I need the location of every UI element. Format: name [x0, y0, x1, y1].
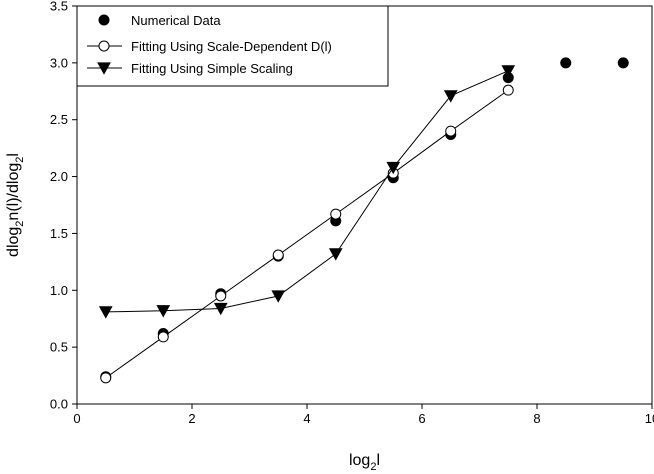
data-point: [156, 305, 171, 318]
data-point: [157, 331, 169, 343]
legend-marker: [98, 14, 110, 26]
legend-marker: [97, 62, 111, 75]
data-point: [330, 208, 342, 220]
legend-item: Fitting Using Simple Scaling: [87, 61, 293, 76]
y-axis-title: dlog2n(l)/dlog2l: [5, 153, 26, 257]
data-point: [100, 372, 112, 384]
legend-item: Numerical Data: [98, 13, 221, 28]
data-point: [443, 90, 458, 103]
data-point: [328, 248, 343, 261]
data-point: [272, 249, 284, 261]
legend-box: [76, 5, 389, 87]
x-tick-label: 2: [188, 411, 195, 426]
series-0: [100, 57, 629, 383]
x-tick-label: 8: [533, 411, 540, 426]
legend-label: Numerical Data: [131, 13, 221, 28]
data-point: [501, 65, 516, 78]
series-line: [105, 70, 509, 313]
x-axis-title-subscript: 2: [370, 461, 376, 473]
data-point: [98, 306, 113, 319]
legend: Numerical Data Fitting Using Scale-Depend…: [76, 5, 389, 87]
series-1: [100, 84, 514, 384]
x-axis-title: log2l: [349, 452, 380, 473]
data-layer: [98, 57, 629, 384]
x-tick-label: 4: [303, 411, 310, 426]
x-tick-label: 10: [645, 411, 654, 426]
data-point: [386, 161, 401, 175]
data-point: [502, 84, 514, 96]
y-tick-label: 2.0: [50, 169, 68, 184]
data-point: [215, 290, 227, 302]
x-axis-title-tail: l: [376, 452, 380, 469]
y-axis-title-subscript: 2: [14, 221, 26, 227]
y-tick-label: 2.5: [50, 112, 68, 127]
data-point: [445, 125, 457, 137]
y-tick-label: 0.0: [50, 397, 68, 412]
series-line: [105, 89, 509, 379]
data-point: [560, 57, 572, 69]
y-axis-title-part: l: [5, 153, 22, 157]
data-point: [271, 290, 286, 303]
x-axis-title-main: log: [349, 452, 370, 469]
y-tick-label: 0.5: [50, 340, 68, 355]
series-2: [98, 65, 516, 319]
data-point: [617, 57, 629, 69]
y-tick-label: 3.5: [50, 0, 68, 14]
y-tick-label: 1.0: [50, 283, 68, 298]
x-tick-label: 0: [73, 411, 80, 426]
y-axis-title-part: dlog: [5, 227, 22, 257]
y-axis-title-subscript: 2: [14, 157, 26, 163]
axes-layer: 02468100.00.51.01.52.02.53.03.5log2ldlog…: [5, 0, 654, 473]
y-tick-label: 3.0: [50, 55, 68, 70]
y-axis-title-part: n(l)/dlog: [5, 163, 22, 221]
legend-marker: [98, 40, 110, 52]
legend-label: Fitting Using Simple Scaling: [131, 61, 293, 76]
legend-label: Fitting Using Scale-Dependent D(l): [131, 39, 332, 54]
y-tick-label: 1.5: [50, 226, 68, 241]
legend-item: Fitting Using Scale-Dependent D(l): [87, 39, 332, 54]
data-point: [213, 302, 228, 316]
x-tick-label: 6: [418, 411, 425, 426]
